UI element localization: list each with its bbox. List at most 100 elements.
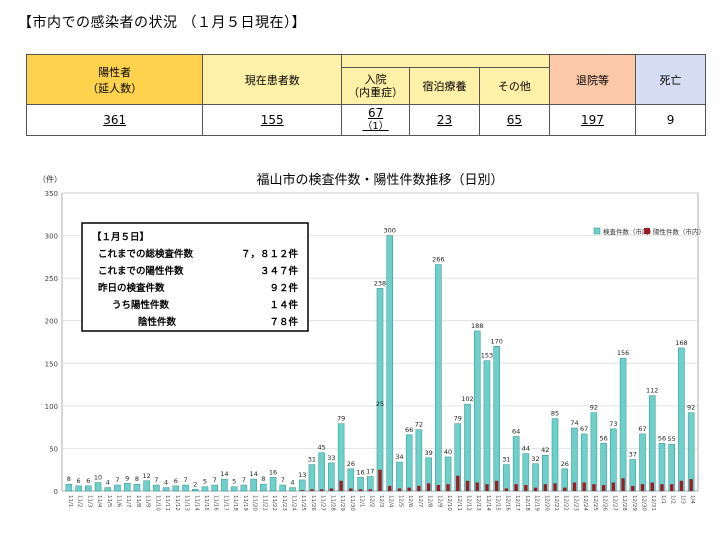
x-tick-label: 11/26	[310, 495, 316, 511]
info-line-value: ３４７件	[260, 265, 299, 277]
header-hotel: 宿泊療養	[409, 67, 480, 105]
info-line-value: ７，８１２件	[241, 248, 299, 260]
bar-positive	[397, 488, 402, 491]
data-label: 7	[183, 476, 187, 484]
x-tick-label: 12/19	[534, 495, 540, 511]
y-tick-label: 200	[45, 318, 58, 326]
data-label: 74	[570, 419, 578, 427]
bar-positive	[582, 482, 586, 491]
x-tick-label: 11/30	[349, 495, 355, 511]
data-label: 5	[232, 478, 236, 486]
value-death: 9	[635, 104, 706, 136]
bar-positive	[417, 485, 421, 491]
x-tick-label: 12/24	[582, 495, 588, 511]
value-positive: 361	[25, 104, 204, 136]
bar-tests	[639, 433, 646, 492]
x-tick-label: 12/11	[456, 495, 462, 511]
bar-tests	[230, 486, 238, 492]
data-label: 79	[454, 415, 462, 423]
bar-tests	[405, 434, 413, 492]
x-tick-label: 12/8	[427, 495, 433, 508]
bar-positive	[319, 489, 324, 491]
x-tick-label: 12/5	[397, 495, 403, 508]
data-label: 26	[561, 460, 569, 468]
data-label: 64	[512, 428, 520, 436]
x-tick-label: 12/16	[504, 495, 510, 511]
x-tick-label: 11/11	[164, 495, 170, 511]
info-heading: 【１月５日】	[92, 231, 149, 243]
discharged-count: 197	[581, 113, 604, 127]
data-label: 25	[376, 400, 384, 408]
data-label: 85	[551, 410, 559, 418]
data-label: 14	[220, 470, 228, 478]
bar-tests	[308, 464, 316, 492]
bar-tests	[473, 330, 481, 492]
bar-tests	[367, 476, 374, 492]
x-tick-label: 11/21	[261, 495, 267, 511]
bar-positive	[504, 488, 509, 491]
legend-label-positive: 陽性件数（市内）	[653, 227, 705, 236]
hospital-severe-count: （1）	[362, 121, 389, 132]
bar-positive	[553, 483, 557, 491]
data-label: 31	[308, 456, 316, 464]
data-label: 2	[193, 480, 197, 488]
positive-count: 361	[103, 113, 127, 127]
bar-tests	[619, 357, 627, 492]
x-tick-label: 11/1	[67, 495, 73, 507]
bar-positive	[631, 485, 635, 491]
summary-table: 陽性者 （延人数） 現在患者数 退院等 死亡 入院 （内重症） 宿泊療養 その他 3…	[25, 54, 706, 136]
bar-tests	[386, 235, 393, 492]
data-label: 14	[249, 470, 257, 478]
data-label: 16	[356, 468, 364, 476]
x-tick-label: 12/23	[572, 495, 578, 511]
data-label: 7	[154, 476, 158, 484]
data-label: 4	[106, 479, 110, 487]
info-line-label: うち陽性件数	[112, 299, 170, 311]
x-tick-label: 12/15	[495, 495, 501, 511]
bar-tests	[610, 428, 617, 492]
bar-tests	[221, 478, 228, 492]
other-count: 65	[506, 113, 523, 127]
x-tick-label: 12/21	[553, 495, 559, 511]
bar-positive	[310, 489, 314, 491]
death-count: 9	[666, 113, 675, 127]
x-tick-label: 11/6	[115, 495, 121, 508]
x-tick-label: 11/25	[300, 495, 306, 511]
info-line-label: 昨日の検査件数	[98, 282, 165, 294]
bar-positive	[611, 482, 616, 491]
value-other: 65	[478, 104, 550, 136]
y-tick-label: 250	[45, 275, 58, 283]
x-tick-label: 12/12	[466, 495, 472, 511]
data-label: 37	[629, 450, 637, 458]
tests-chart: 福山市の検査件数・陽性件数推移（日別） （件） 0 50 100 150 200 250 300…	[38, 172, 705, 511]
bar-tests	[269, 477, 277, 492]
x-tick-label: 11/13	[184, 495, 190, 511]
data-label: 92	[687, 404, 695, 412]
bar-tests	[396, 461, 403, 492]
bar-tests	[357, 477, 364, 492]
x-tick-label: 12/20	[543, 495, 549, 511]
bar-tests	[260, 483, 267, 492]
bar-tests	[658, 443, 666, 492]
info-line-label: これまでの陽性件数	[98, 265, 184, 277]
x-tick-label: 12/26	[602, 495, 608, 511]
header-positive: 陽性者 （延人数）	[25, 54, 204, 105]
bar-positive	[640, 484, 645, 491]
data-label: 188	[471, 322, 483, 330]
bar-tests	[240, 484, 248, 492]
bar-positive	[436, 485, 441, 491]
bar-tests	[104, 487, 112, 492]
data-label: 266	[432, 256, 444, 264]
y-tick-label: 50	[49, 445, 58, 453]
bar-positive	[650, 482, 654, 491]
bar-tests	[75, 485, 82, 492]
data-label: 112	[646, 387, 658, 395]
data-label: 153	[481, 352, 493, 360]
bar-tests	[503, 464, 510, 492]
y-tick-label: 350	[45, 190, 58, 198]
data-label: 67	[638, 425, 646, 433]
value-hotel: 23	[409, 104, 480, 136]
bar-tests	[318, 452, 325, 492]
header-current: 現在患者数	[202, 54, 343, 105]
bar-tests	[65, 483, 73, 492]
